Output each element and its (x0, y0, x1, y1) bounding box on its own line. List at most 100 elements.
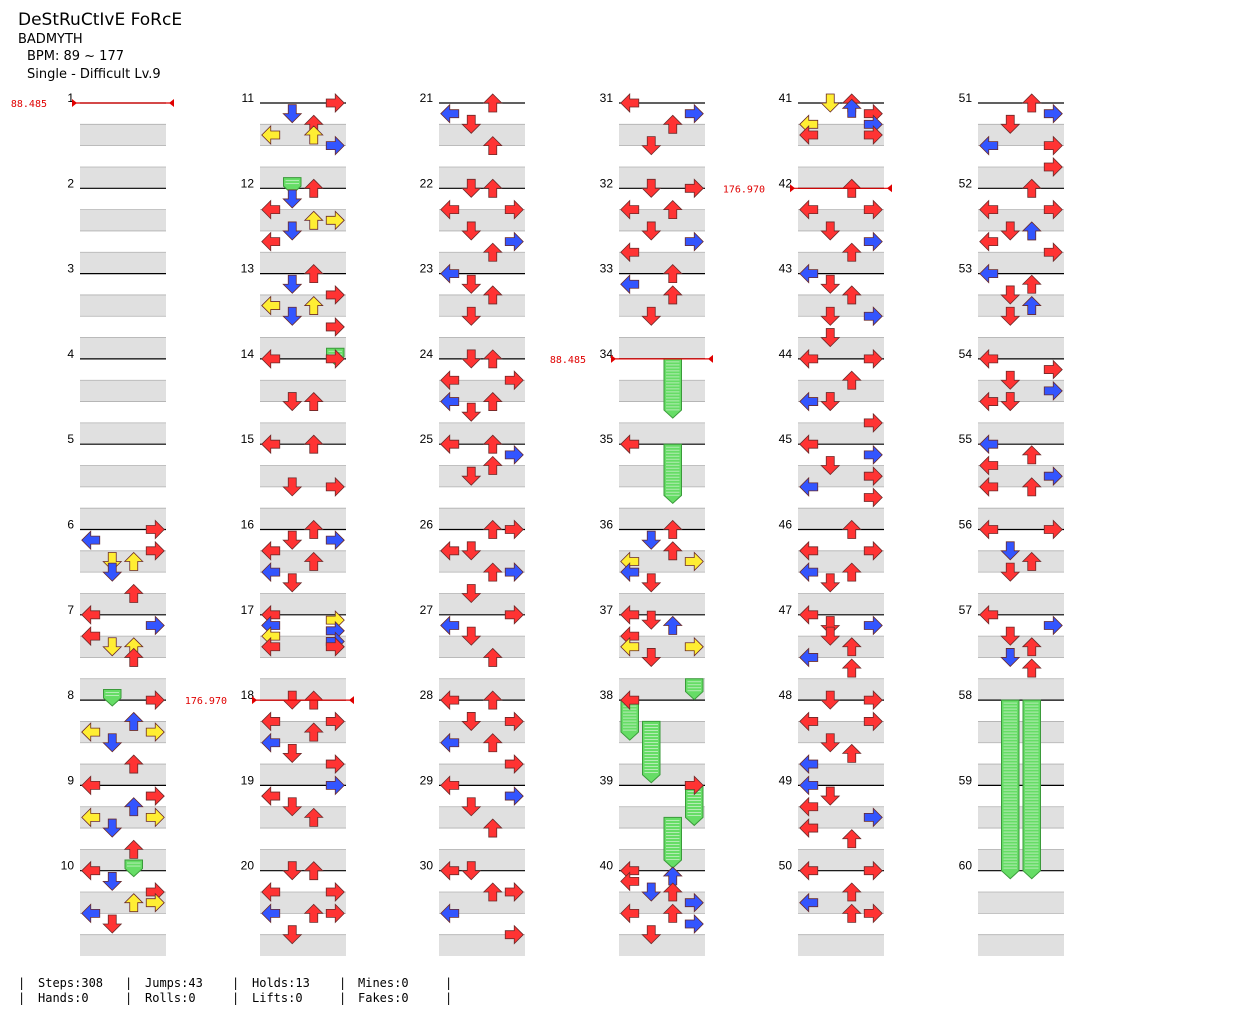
measure-number: 60 (959, 859, 973, 873)
step-arrow (461, 178, 482, 198)
step-arrow (102, 818, 123, 838)
step-arrow (303, 551, 324, 571)
step-arrow (863, 860, 883, 881)
step-arrow (123, 797, 144, 817)
beat-band (80, 380, 166, 402)
beat-band (80, 721, 166, 743)
beat-band (619, 636, 705, 658)
step-arrow (504, 519, 524, 540)
song-artist: BADMYTH (18, 32, 83, 47)
step-arrow (820, 733, 841, 753)
bpm-marker-left (252, 696, 257, 705)
step-arrow (81, 604, 101, 625)
beat-band (619, 209, 705, 231)
measure-number: 57 (959, 603, 973, 617)
step-arrow (641, 882, 662, 902)
beat-band (978, 465, 1064, 487)
step-arrow (979, 476, 999, 497)
step-arrow (325, 93, 345, 113)
step-arrow (820, 306, 841, 326)
step-arrow (261, 434, 281, 455)
step-arrow (863, 199, 883, 220)
beat-band (260, 721, 346, 743)
measure-number: 1 (67, 91, 74, 105)
step-arrow (620, 199, 640, 220)
step-arrow (145, 690, 165, 711)
measure-number: 21 (420, 91, 434, 105)
step-arrow (261, 348, 281, 369)
step-arrow (440, 434, 460, 455)
beat-band (978, 550, 1064, 573)
step-arrow (325, 210, 345, 231)
measure-number: 37 (600, 603, 614, 617)
step-arrow (620, 636, 640, 657)
measure-number: 55 (959, 432, 973, 446)
beat-band (439, 422, 525, 445)
step-arrow (1000, 114, 1021, 134)
step-arrow (1021, 296, 1042, 315)
step-arrow (123, 711, 144, 731)
step-arrow (102, 733, 123, 753)
step-arrow (461, 466, 482, 486)
step-arrow (261, 562, 281, 583)
step-arrow (820, 616, 841, 636)
step-arrow (1000, 648, 1021, 668)
step-arrow (325, 882, 345, 902)
beat-band (619, 124, 705, 146)
measure-number: 59 (959, 773, 973, 787)
step-arrow (1043, 359, 1063, 380)
step-arrow (684, 551, 704, 572)
beat-band (80, 934, 166, 956)
step-arrow (684, 892, 704, 913)
step-arrow (1021, 477, 1042, 497)
step-arrow (504, 711, 524, 732)
step-arrow (820, 786, 841, 806)
beat-band (619, 252, 705, 274)
step-arrow (684, 103, 704, 124)
step-arrow (662, 519, 683, 539)
step-arrow (841, 285, 862, 305)
beat-band (978, 209, 1064, 231)
step-arrow (841, 903, 862, 923)
beat-band (260, 422, 346, 445)
bpm-marker-right (708, 354, 713, 363)
beat-band (978, 721, 1064, 743)
step-arrow (1021, 221, 1042, 241)
measure-number: 8 (67, 688, 74, 702)
step-arrow (620, 871, 640, 892)
beat-band (80, 508, 166, 530)
step-arrow (620, 903, 640, 924)
step-arrow (684, 231, 704, 252)
beat-band (80, 764, 166, 786)
beat-band (80, 892, 166, 914)
step-arrow (81, 860, 101, 881)
step-arrow (863, 306, 883, 327)
measure-number: 19 (241, 773, 255, 787)
step-arrow (979, 391, 999, 412)
measure-number: 3 (67, 262, 74, 276)
step-arrow (799, 476, 819, 497)
beat-band (619, 508, 705, 530)
step-arrow (1043, 519, 1063, 540)
beat-band (260, 294, 346, 317)
step-arrow (979, 263, 999, 284)
step-arrow (261, 231, 281, 252)
beat-band (439, 380, 525, 402)
bpm-change-value: 88.485 (11, 99, 47, 110)
step-arrow (979, 231, 999, 252)
step-arrow (102, 914, 123, 934)
step-arrow (461, 274, 482, 294)
beat-band (439, 508, 525, 530)
step-arrow (863, 444, 883, 465)
beat-band (439, 636, 525, 658)
beat-band (978, 849, 1064, 871)
step-arrow (504, 786, 524, 807)
step-arrow (1021, 274, 1042, 294)
step-arrow (504, 754, 524, 775)
step-arrow (863, 711, 883, 732)
bpm-marker-left (72, 99, 77, 107)
step-arrow (641, 306, 662, 326)
step-arrow (841, 562, 862, 582)
beat-band (978, 380, 1064, 402)
step-arrow (261, 882, 281, 902)
